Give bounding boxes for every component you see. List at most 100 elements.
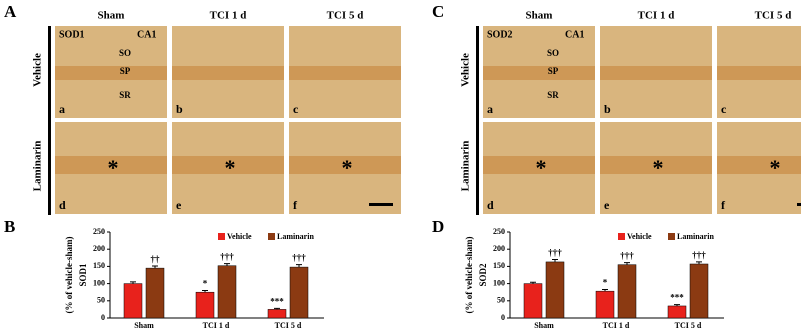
cell-letter: d	[59, 198, 66, 212]
layer-label: SR	[119, 90, 131, 100]
bar	[267, 309, 287, 319]
column-header: TCI 5 d	[327, 10, 364, 22]
bar	[195, 291, 215, 319]
legend-swatch	[668, 233, 675, 240]
marker-label: SOD1	[59, 29, 85, 40]
x-tick-label: TCI 5 d	[675, 321, 702, 330]
error-bar	[274, 307, 280, 310]
cell-letter: b	[604, 102, 611, 116]
error-bar	[674, 304, 680, 306]
cell-layer	[600, 66, 712, 80]
panel-label: B	[4, 217, 15, 236]
y-axis-label: SOD1	[78, 263, 88, 287]
error-bar	[224, 263, 230, 266]
error-bar	[152, 265, 158, 269]
scale-bar	[797, 203, 801, 206]
divider	[476, 26, 479, 215]
cell-letter: e	[176, 198, 182, 212]
x-tick-label: TCI 1 d	[203, 321, 230, 330]
cell-layer	[289, 156, 401, 174]
significance-mark: †††	[292, 253, 306, 263]
cell-layer	[717, 156, 801, 174]
cell-letter: f	[293, 198, 298, 212]
x-tick-label: TCI 1 d	[603, 321, 630, 330]
asterisk: *	[653, 155, 664, 180]
cell-layer	[717, 66, 801, 80]
significance-mark: *	[603, 278, 608, 288]
significance-mark: †††	[620, 251, 634, 261]
row-label: Vehicle	[32, 53, 44, 87]
error-bar	[530, 281, 536, 284]
cell-letter: b	[176, 102, 183, 116]
y-axis-label-sub: (% of vehicle-sham)	[64, 237, 74, 314]
bar	[145, 267, 165, 319]
error-bar	[296, 264, 302, 268]
significance-mark: †††	[692, 250, 706, 260]
layer-label: SO	[547, 48, 559, 58]
y-tick-label: 50	[97, 296, 105, 305]
y-tick-label: 0	[101, 313, 105, 322]
panel-label: A	[4, 2, 17, 21]
error-bar	[696, 261, 702, 264]
x-tick-label: TCI 5 d	[275, 321, 302, 330]
layer-label: SO	[119, 48, 131, 58]
y-tick-label: 100	[93, 278, 105, 287]
significance-mark: ††	[151, 254, 161, 264]
error-bar	[130, 281, 136, 284]
row-label: Vehicle	[460, 53, 472, 87]
scale-bar	[369, 203, 393, 206]
row-label: Laminarin	[32, 141, 44, 192]
cell-layer	[172, 156, 284, 174]
layer-label: SP	[548, 66, 559, 76]
y-tick-label: 100	[493, 278, 505, 287]
row-label: Laminarin	[460, 141, 472, 192]
column-header: TCI 5 d	[755, 10, 792, 22]
cell-layer	[172, 66, 284, 80]
panel-label: C	[432, 2, 444, 21]
bar	[217, 265, 237, 319]
marker-label: SOD2	[487, 29, 513, 40]
error-bar	[552, 259, 558, 262]
cell-layer	[55, 156, 167, 174]
cell-layer	[483, 66, 595, 80]
asterisk: *	[770, 155, 781, 180]
y-tick-label: 50	[497, 296, 505, 305]
y-tick-label: 250	[493, 227, 505, 236]
legend-label: Vehicle	[627, 232, 652, 241]
cell-letter: c	[293, 102, 299, 116]
x-tick-label: Sham	[134, 321, 154, 330]
y-tick-label: 150	[93, 261, 105, 270]
cell-layer	[289, 66, 401, 80]
bar	[523, 283, 543, 319]
column-header: TCI 1 d	[638, 10, 675, 22]
asterisk: *	[108, 155, 119, 180]
region-label: CA1	[137, 29, 156, 40]
cell-letter: e	[604, 198, 610, 212]
significance-mark: ***	[670, 293, 684, 303]
significance-mark: *	[203, 279, 208, 289]
y-tick-label: 250	[93, 227, 105, 236]
legend-label: Laminarin	[677, 232, 714, 241]
legend-swatch	[618, 233, 625, 240]
divider	[48, 26, 51, 215]
legend-swatch	[218, 233, 225, 240]
column-header: Sham	[526, 10, 553, 22]
significance-mark: ***	[270, 296, 284, 306]
y-axis-label: SOD2	[478, 263, 488, 287]
cell-layer	[600, 156, 712, 174]
error-bar	[202, 289, 208, 293]
column-header: TCI 1 d	[210, 10, 247, 22]
bar	[123, 283, 143, 319]
y-tick-label: 200	[93, 244, 105, 253]
bar	[595, 290, 615, 319]
y-axis-label-sub: (% of vehicle-sham)	[464, 237, 474, 314]
error-bar	[624, 262, 630, 265]
legend-label: Laminarin	[277, 232, 314, 241]
bar	[289, 266, 309, 319]
error-bar	[602, 288, 608, 292]
layer-label: SR	[547, 90, 559, 100]
asterisk: *	[225, 155, 236, 180]
bar	[617, 264, 637, 319]
y-tick-label: 200	[493, 244, 505, 253]
